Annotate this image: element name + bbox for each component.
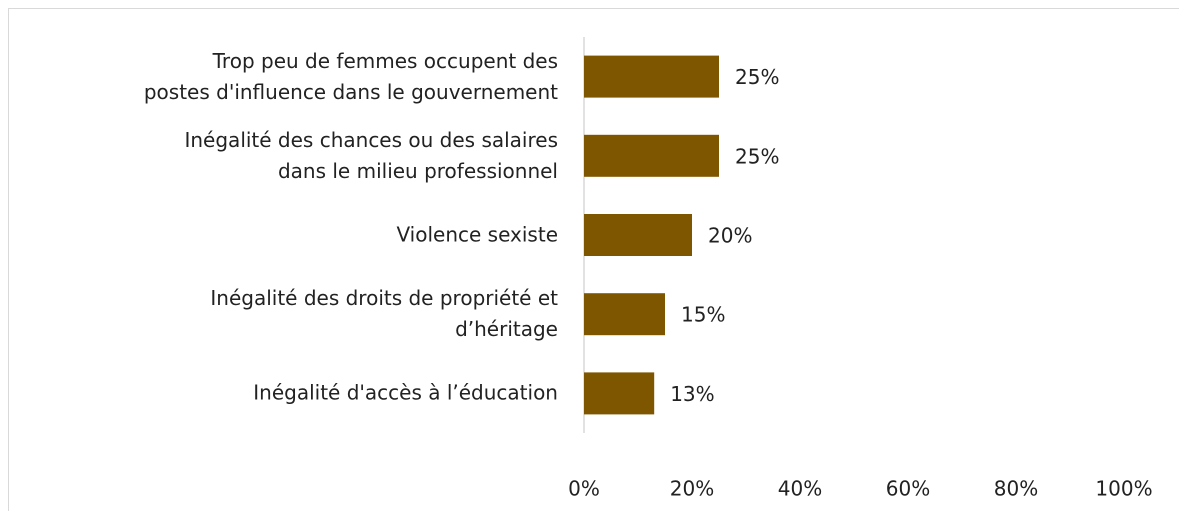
x-tick-label: 40% bbox=[778, 477, 822, 501]
value-label: 15% bbox=[681, 303, 725, 327]
category-label: Trop peu de femmes occupent des postes d… bbox=[143, 48, 558, 104]
x-tick-label: 60% bbox=[886, 477, 930, 501]
category-label: Inégalité des chances ou des salaires da… bbox=[184, 127, 558, 183]
x-tick-label: 0% bbox=[568, 477, 600, 501]
x-tick-label: 20% bbox=[670, 477, 714, 501]
value-label: 25% bbox=[735, 144, 779, 168]
bar bbox=[584, 214, 692, 256]
category-label: Violence sexiste bbox=[396, 222, 558, 247]
category-label: Inégalité des droits de propriété et d’h… bbox=[210, 286, 558, 342]
chart-frame bbox=[8, 8, 1179, 511]
category-label: Inégalité d'accès à l’éducation bbox=[253, 380, 558, 405]
bar bbox=[584, 55, 719, 98]
value-label: 25% bbox=[735, 65, 779, 89]
bar bbox=[584, 134, 719, 177]
x-tick-label: 100% bbox=[1095, 477, 1152, 501]
value-label: 20% bbox=[708, 224, 752, 248]
bar bbox=[584, 293, 665, 336]
bar bbox=[584, 372, 655, 415]
x-tick-label: 80% bbox=[994, 477, 1038, 501]
value-label: 13% bbox=[670, 382, 714, 406]
